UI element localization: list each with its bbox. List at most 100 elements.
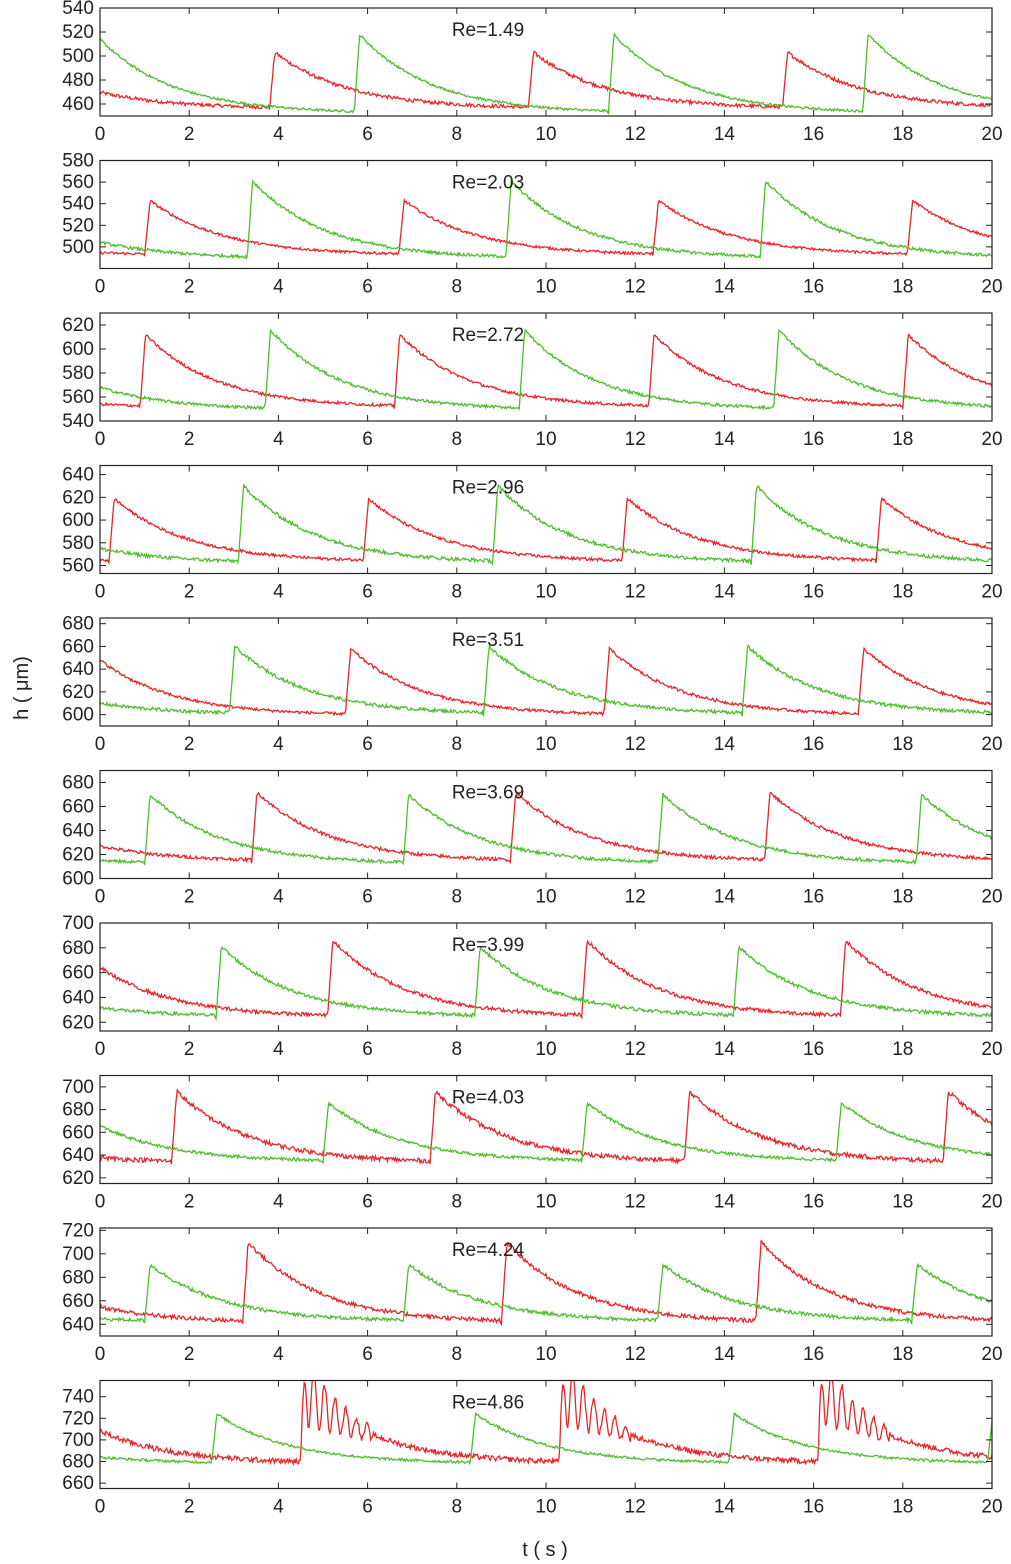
x-tick-label: 0 [95, 734, 106, 755]
x-tick-label: 20 [981, 1497, 1002, 1518]
x-tick-label: 12 [625, 1192, 646, 1213]
y-tick-label: 640 [62, 1145, 94, 1166]
x-tick-label: 8 [452, 124, 463, 145]
x-tick-label: 6 [362, 887, 373, 908]
reynolds-label: Re=2.72 [452, 325, 524, 346]
y-tick-label: 660 [62, 1291, 94, 1312]
y-tick-label: 540 [62, 0, 94, 19]
y-tick-label: 520 [62, 22, 94, 43]
series-line-green [100, 177, 992, 261]
x-tick-label: 6 [362, 277, 373, 298]
y-tick-label: 560 [62, 387, 94, 408]
x-tick-label: 4 [273, 124, 284, 145]
x-tick-label: 2 [184, 124, 195, 145]
x-tick-label: 10 [535, 734, 556, 755]
series-line-red [100, 1239, 992, 1326]
x-tick-label: 10 [535, 1344, 556, 1365]
x-tick-label: 2 [184, 1192, 195, 1213]
y-tick-label: 720 [62, 1408, 94, 1429]
y-tick-label: 740 [62, 1387, 94, 1408]
y-tick-label: 640 [62, 987, 94, 1008]
x-tick-label: 20 [981, 277, 1002, 298]
x-tick-label: 20 [981, 1039, 1002, 1060]
y-tick-label: 700 [62, 913, 94, 934]
panel-3: 540 560 580 600 620 0 2 4 6 8 10 12 14 16 18 20 Re=2.72 [62, 312, 1003, 450]
x-tick-label: 14 [714, 1039, 736, 1060]
x-tick-label: 2 [184, 734, 195, 755]
x-tick-label: 18 [892, 582, 913, 603]
reynolds-label: Re=3.69 [452, 783, 524, 804]
x-tick-label: 4 [273, 277, 284, 298]
y-tick-label: 580 [62, 363, 94, 384]
x-tick-label: 16 [803, 734, 824, 755]
x-tick-label: 8 [452, 734, 463, 755]
series-line-green [100, 32, 992, 115]
y-tick-label: 620 [62, 487, 94, 508]
x-tick-label: 2 [184, 1344, 195, 1365]
y-tick-label: 480 [62, 70, 94, 91]
x-tick-label: 0 [95, 277, 106, 298]
y-tick-label: 600 [62, 339, 94, 360]
x-tick-label: 20 [981, 887, 1002, 908]
x-tick-label: 14 [714, 429, 736, 450]
x-tick-label: 20 [981, 124, 1002, 145]
x-tick-label: 6 [362, 734, 373, 755]
panel-1: 460 480 500 520 540 0 2 4 6 8 10 12 14 16 18 20 Re=1.49 [62, 0, 1002, 145]
x-tick-label: 0 [95, 887, 106, 908]
panel-frame [99, 1379, 993, 1490]
x-axis-label: t ( s ) [522, 1539, 568, 1561]
x-tick-label: 12 [625, 277, 646, 298]
x-tick-label: 6 [362, 1192, 373, 1213]
x-tick-label: 16 [803, 582, 824, 603]
x-tick-label: 6 [362, 1344, 373, 1365]
x-tick-label: 20 [981, 429, 1002, 450]
series-line-green [100, 1411, 992, 1466]
x-tick-label: 16 [803, 887, 824, 908]
x-tick-label: 14 [714, 582, 736, 603]
x-tick-label: 18 [892, 1497, 913, 1518]
x-tick-label: 10 [535, 1497, 556, 1518]
x-tick-label: 12 [625, 734, 646, 755]
y-tick-label: 700 [62, 1077, 94, 1098]
x-tick-label: 18 [892, 887, 913, 908]
x-tick-label: 14 [714, 1344, 736, 1365]
x-tick-label: 12 [625, 887, 646, 908]
series-line-green [100, 944, 992, 1022]
x-tick-label: 4 [273, 582, 284, 603]
series-line-red [100, 1088, 992, 1166]
y-tick-label: 620 [62, 1168, 94, 1189]
series-line-green [100, 1100, 992, 1165]
y-tick-label: 520 [62, 215, 94, 236]
x-tick-label: 8 [452, 582, 463, 603]
reynolds-label: Re=3.51 [452, 630, 524, 651]
series-line-red [100, 333, 992, 411]
series-line-green [100, 792, 992, 866]
series-line-red [100, 197, 992, 257]
x-tick-label: 16 [803, 429, 824, 450]
y-tick-label: 620 [62, 845, 94, 866]
x-tick-label: 8 [452, 887, 463, 908]
y-tick-label: 560 [62, 556, 94, 577]
x-tick-label: 20 [981, 582, 1002, 603]
x-tick-label: 18 [892, 429, 913, 450]
x-tick-label: 0 [95, 429, 106, 450]
y-tick-label: 640 [62, 821, 94, 842]
x-tick-label: 0 [95, 1344, 106, 1365]
x-tick-label: 4 [273, 1192, 284, 1213]
y-tick-label: 700 [62, 1430, 94, 1451]
panel-frame [99, 769, 993, 880]
y-tick-label: 680 [62, 1100, 94, 1121]
x-tick-label: 20 [981, 734, 1002, 755]
x-tick-label: 10 [535, 124, 556, 145]
series-line-red [100, 496, 992, 565]
y-tick-label: 680 [62, 773, 94, 794]
x-tick-label: 18 [892, 1192, 913, 1213]
y-tick-label: 700 [62, 1244, 94, 1265]
x-tick-label: 4 [273, 887, 284, 908]
